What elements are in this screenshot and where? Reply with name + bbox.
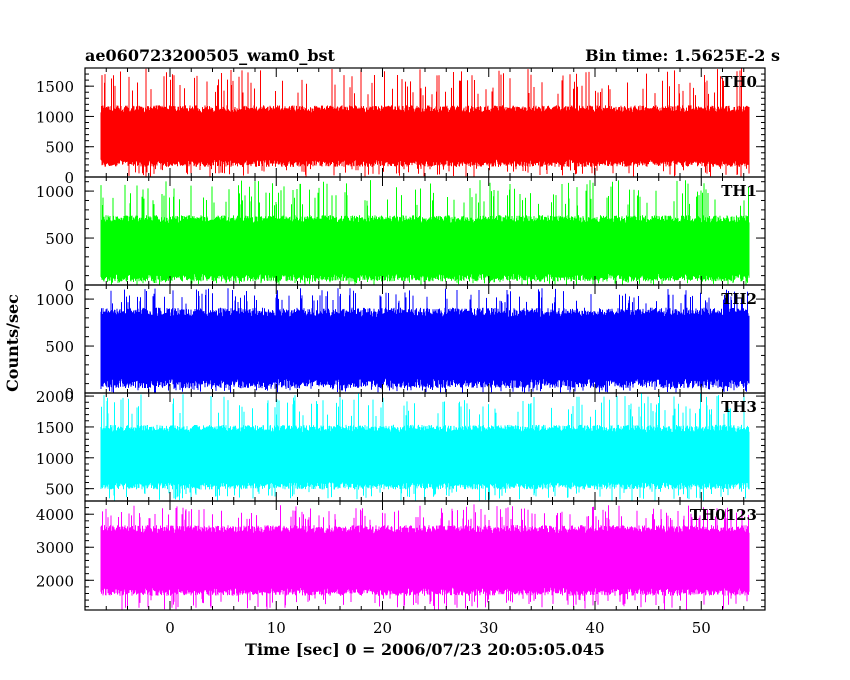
x-tick-label: 50 <box>692 619 711 637</box>
y-tick-label: 500 <box>45 481 74 499</box>
x-tick-label: 30 <box>479 619 498 637</box>
panel-label-th0123: TH0123 <box>690 506 757 524</box>
y-tick-label: 1000 <box>36 291 74 309</box>
series-th0 <box>100 68 750 177</box>
y-tick-label: 500 <box>45 338 74 356</box>
panel-label-th0: TH0 <box>721 73 757 91</box>
series-th2 <box>100 288 750 393</box>
y-tick-label: 2000 <box>36 572 74 590</box>
y-tick-label: 1500 <box>36 419 74 437</box>
panel-label-th3: TH3 <box>721 398 757 416</box>
y-axis-label: Counts/sec <box>3 294 22 392</box>
x-tick-label: 40 <box>585 619 604 637</box>
y-tick-label: 3000 <box>36 539 74 557</box>
y-tick-label: 4000 <box>36 506 74 524</box>
x-tick-label: 20 <box>373 619 392 637</box>
panel-th3: 500 1000 1500 2000 TH3 <box>36 388 766 502</box>
y-tick-label: 0 <box>64 385 74 403</box>
y-tick-label: 1500 <box>36 78 74 96</box>
chart-title-right: Bin time: 1.5625E-2 s <box>585 46 780 65</box>
chart-title-left: ae060723200505_wam0_bst <box>85 46 336 65</box>
y-tick-label: 500 <box>45 230 74 248</box>
panel-th2: 0 500 1000 TH2 <box>36 284 766 403</box>
y-tick-label: 500 <box>45 139 74 157</box>
panel-th0123: 2000 3000 4000 TH0123 <box>36 500 766 611</box>
y-tick-label: 1000 <box>36 108 74 126</box>
x-axis-label: Time [sec] 0 = 2006/07/23 20:05:05.045 <box>245 640 605 659</box>
series-th0123 <box>100 504 750 610</box>
panel-th0: 0 500 1000 1500 TH0 <box>36 67 766 187</box>
x-tick-label: 0 <box>165 619 175 637</box>
y-tick-label: 0 <box>64 169 74 187</box>
series-th1 <box>100 180 750 285</box>
panel-label-th1: TH1 <box>721 182 757 200</box>
y-tick-label: 2000 <box>36 388 74 406</box>
y-tick-label: 1000 <box>36 183 74 201</box>
series-th3 <box>100 393 750 501</box>
y-tick-label: 0 <box>64 277 74 295</box>
y-tick-label: 1000 <box>36 450 74 468</box>
panel-label-th2: TH2 <box>721 290 757 308</box>
x-tick-label: 10 <box>267 619 286 637</box>
panel-th1: 0 500 1000 TH1 <box>36 176 766 295</box>
